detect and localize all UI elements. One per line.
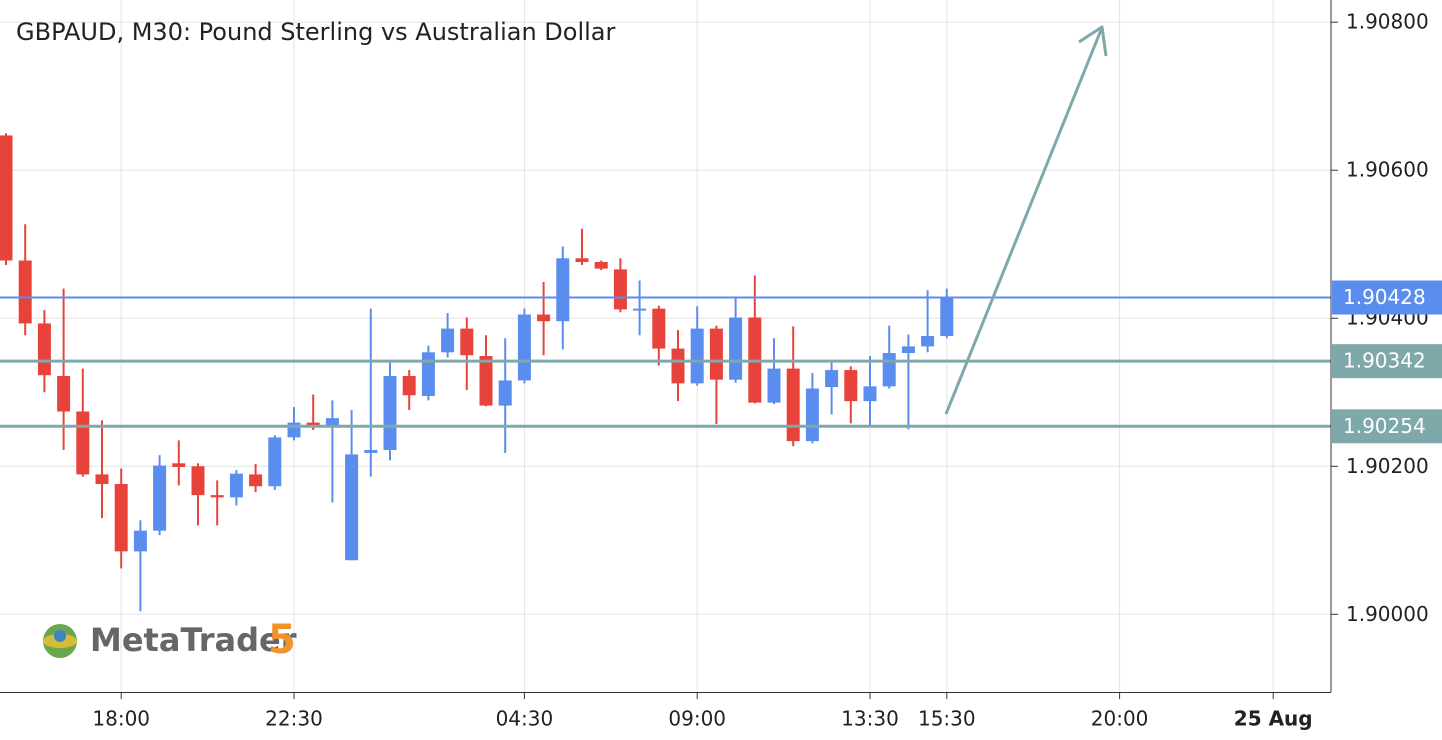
candle-body xyxy=(671,348,685,384)
axes: 1.908001.906001.904001.902001.9000018:00… xyxy=(92,10,1442,731)
candle-body xyxy=(882,353,896,387)
candle-body xyxy=(402,375,416,396)
arrow-head xyxy=(1078,25,1108,57)
candle-body xyxy=(172,463,186,468)
candle-body xyxy=(383,375,397,450)
price-label: 1.90428 xyxy=(1343,285,1426,309)
watermark: MetaTrader xyxy=(90,621,297,659)
y-tick-label: 1.90600 xyxy=(1346,158,1429,182)
price-label: 1.90342 xyxy=(1343,349,1426,373)
y-tick-label: 1.90000 xyxy=(1346,602,1429,626)
candle-body xyxy=(633,308,647,311)
logo-figure xyxy=(54,630,66,642)
candle-body xyxy=(479,355,493,406)
candle-body xyxy=(613,269,627,310)
candle-body xyxy=(210,495,224,498)
candle-body xyxy=(786,368,800,442)
candle-body xyxy=(95,474,109,485)
grid xyxy=(0,0,1331,692)
candle-body xyxy=(940,297,954,337)
candle-body xyxy=(133,530,147,552)
candle-body xyxy=(18,260,32,324)
candle-body xyxy=(498,380,512,406)
candle-body xyxy=(537,314,551,322)
y-tick-label: 1.90200 xyxy=(1346,454,1429,478)
chart-title: GBPAUD, M30: Pound Sterling vs Australia… xyxy=(16,18,616,46)
candle-body xyxy=(690,328,704,384)
candle-body xyxy=(306,422,320,426)
candle-body xyxy=(57,375,71,412)
y-tick-label: 1.90800 xyxy=(1346,10,1429,34)
candle-body xyxy=(0,135,13,261)
candle-body xyxy=(901,346,915,354)
candle-body xyxy=(268,437,282,487)
x-tick-label: 20:00 xyxy=(1091,707,1149,731)
candle-body xyxy=(364,449,378,453)
candle-body xyxy=(325,418,339,426)
x-tick-label: 13:30 xyxy=(841,707,899,731)
price-label-box xyxy=(1332,409,1442,444)
candle-body xyxy=(652,308,666,349)
price-label-box xyxy=(1332,344,1442,379)
candle-body xyxy=(460,328,474,356)
candle-body xyxy=(191,466,205,496)
candle-body xyxy=(76,411,90,475)
candle-body xyxy=(249,474,263,487)
candle-body xyxy=(421,352,435,396)
candle-body xyxy=(805,388,819,442)
forecast-arrow xyxy=(944,29,1103,415)
candle-body xyxy=(114,484,128,552)
candle-body xyxy=(556,258,570,322)
candle-body xyxy=(441,328,455,353)
candle-body xyxy=(921,336,935,347)
x-tick-label: 25 Aug xyxy=(1234,707,1313,731)
candle-body xyxy=(729,317,743,380)
x-tick-label: 22:30 xyxy=(265,707,323,731)
candle-body xyxy=(345,454,359,561)
candle-body xyxy=(709,328,723,380)
price-label-box xyxy=(1332,280,1442,315)
candle-body xyxy=(37,323,51,376)
candle-body xyxy=(863,386,877,402)
logo xyxy=(43,624,77,658)
candle-body xyxy=(575,258,589,262)
candle-body xyxy=(767,368,781,403)
x-tick-label: 04:30 xyxy=(496,707,554,731)
candle-body xyxy=(517,314,531,381)
price-label: 1.90254 xyxy=(1343,414,1426,438)
candles xyxy=(0,133,1331,612)
candle-body xyxy=(594,261,608,269)
candle-body xyxy=(825,370,839,388)
candle-body xyxy=(153,465,167,531)
candle-body xyxy=(844,370,858,402)
x-tick-label: 09:00 xyxy=(668,707,726,731)
candle-body xyxy=(229,473,243,498)
x-tick-label: 15:30 xyxy=(918,707,976,731)
watermark-version: 5 xyxy=(268,617,296,663)
x-tick-label: 18:00 xyxy=(92,707,150,731)
